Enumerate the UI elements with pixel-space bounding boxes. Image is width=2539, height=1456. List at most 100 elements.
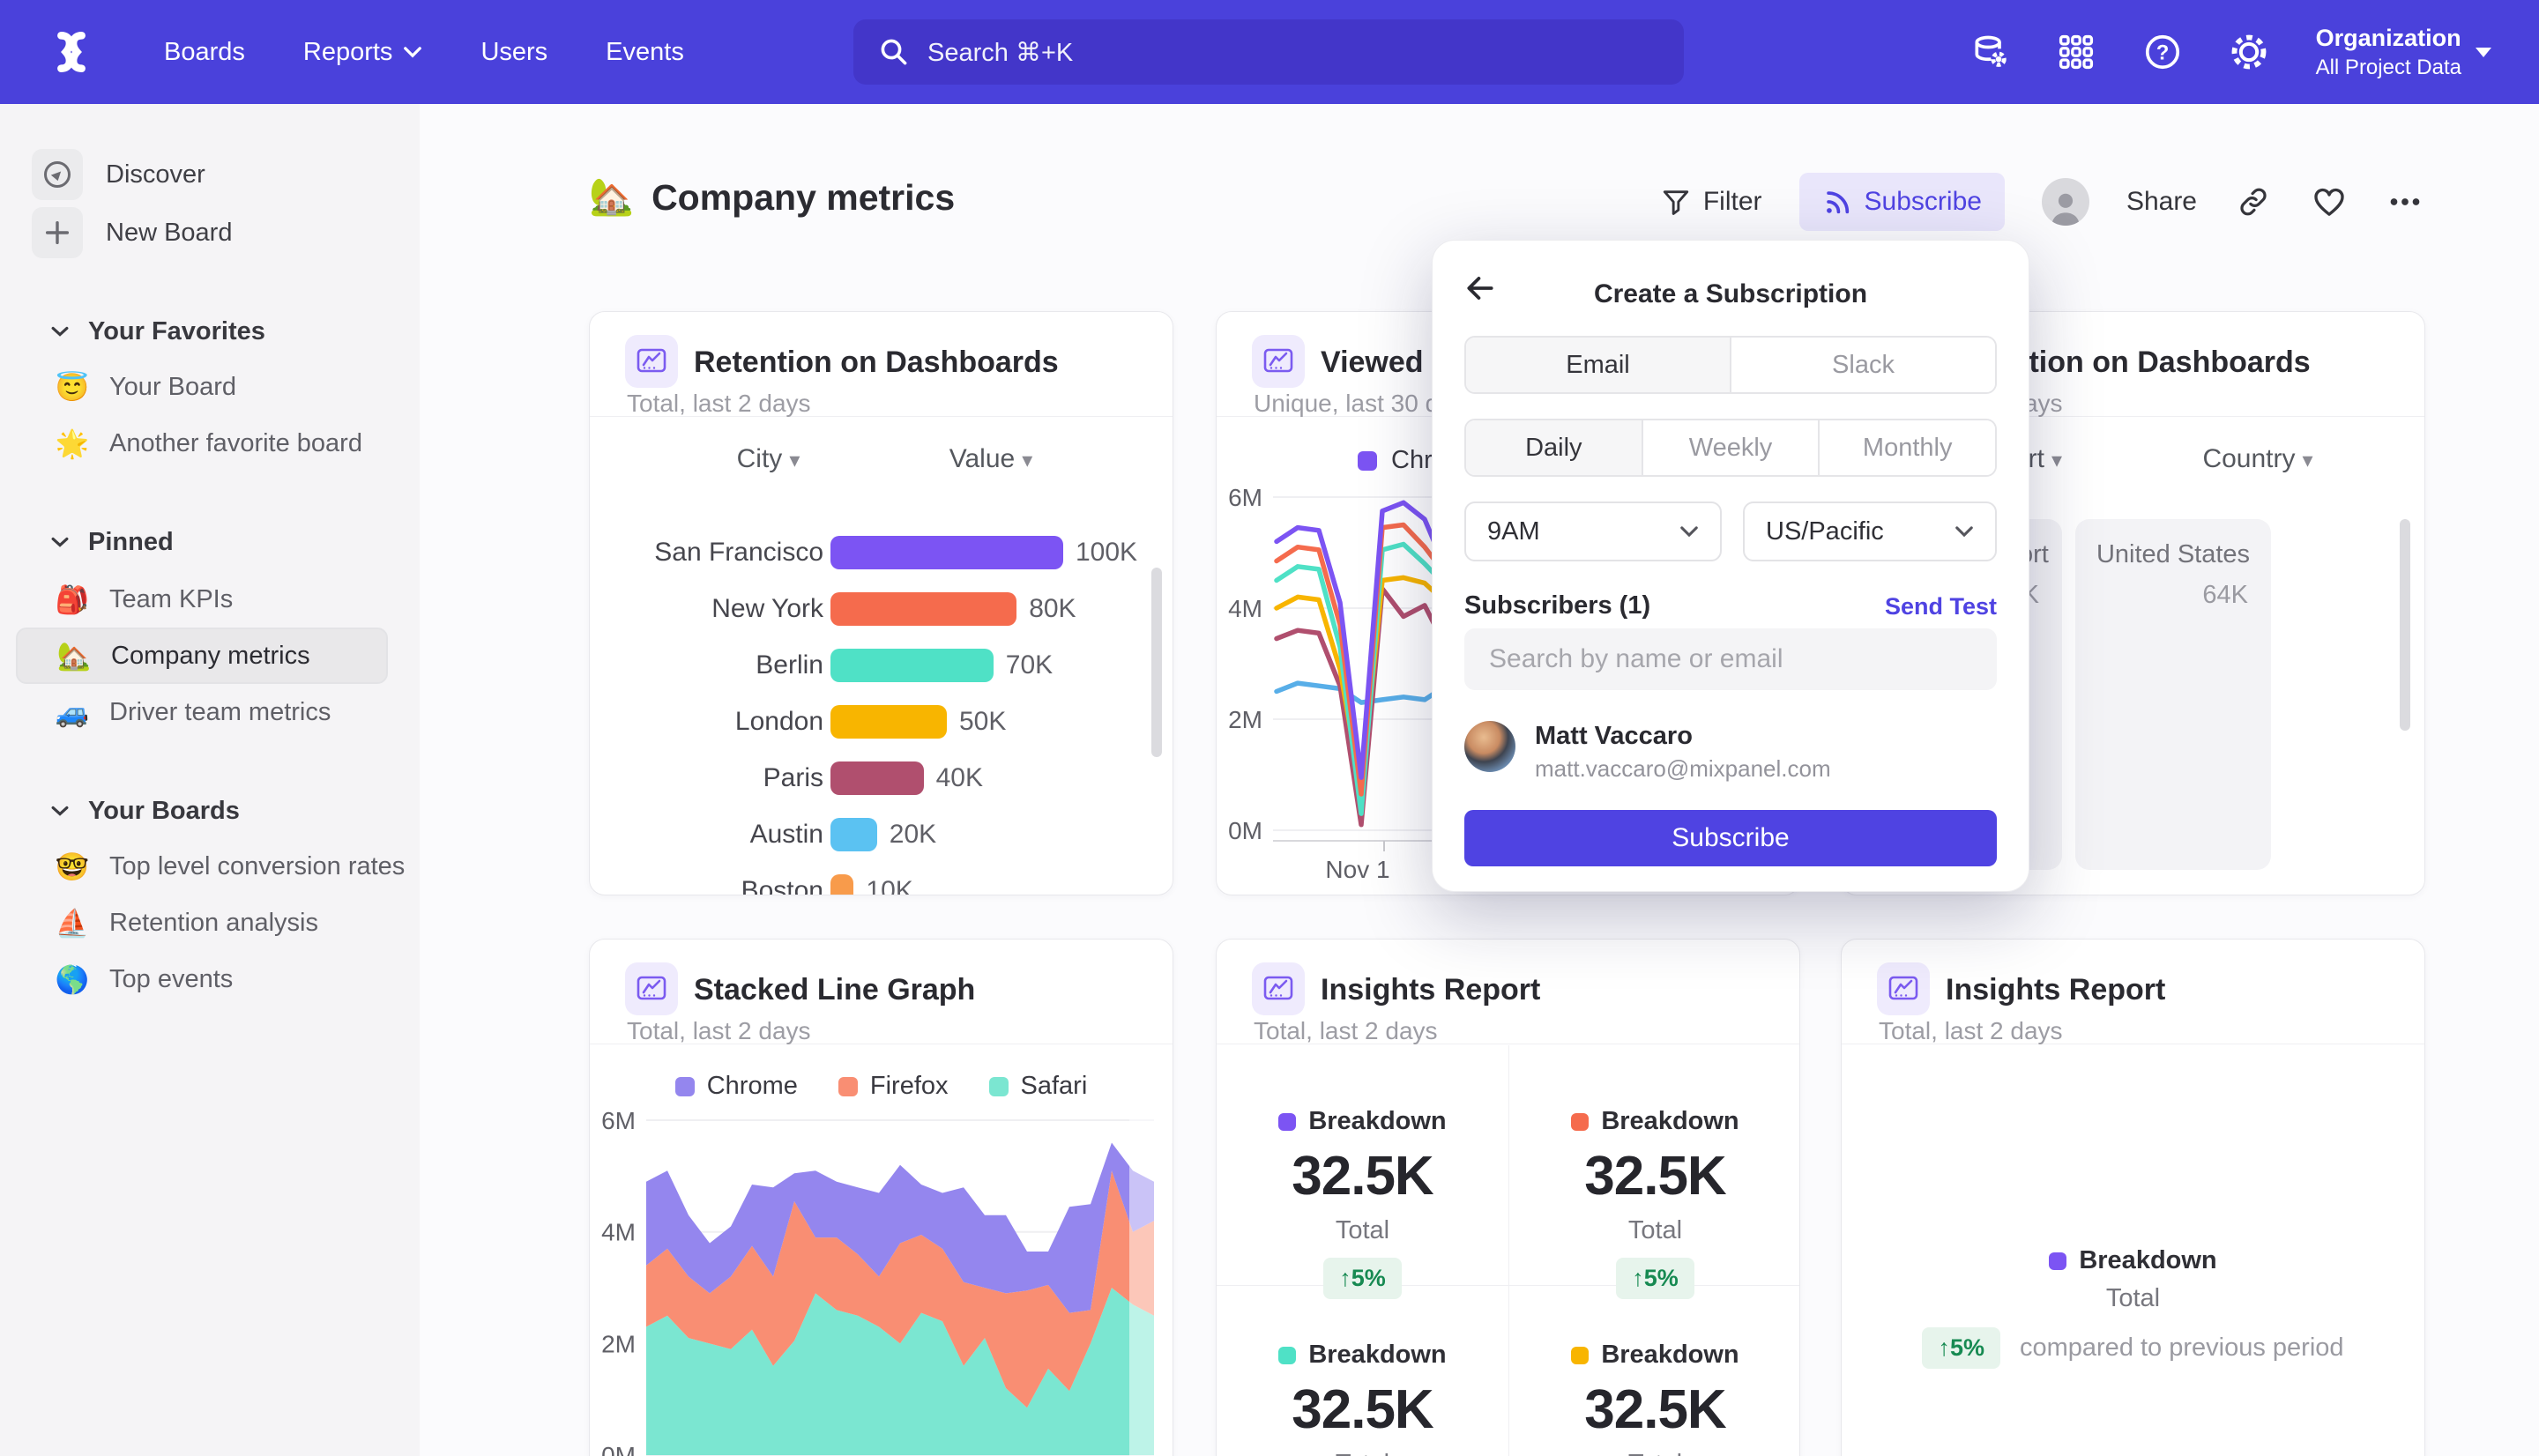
sidebar-item-discover[interactable]: Discover [0, 148, 420, 201]
sidebar-item-driver-team-metrics[interactable]: 🚙 Driver team metrics [0, 686, 420, 739]
metric-value: 32.5K [1584, 1146, 1726, 1207]
value-bar[interactable] [830, 818, 877, 851]
sidebar-item-your-board[interactable]: 😇 Your Board [0, 360, 420, 413]
filter-label: Filter [1702, 187, 1762, 216]
city-label: Austin [749, 820, 823, 849]
segment-panel-country[interactable]: United States 64K [2075, 519, 2271, 870]
retention-row[interactable]: San Francisco 100K [590, 524, 1173, 581]
metric-quadrant[interactable]: Breakdown 32.5K Total ↑5% [1509, 1107, 1799, 1299]
metric-value: 32.5K [1292, 1379, 1433, 1440]
sidebar-item-team-kpis[interactable]: 🎒 Team KPIs [0, 573, 420, 626]
value-bar[interactable] [830, 761, 924, 795]
metric-quadrant[interactable]: Breakdown 32.5K Total ↑5% [1217, 1341, 1508, 1456]
tab-email[interactable]: Email [1466, 338, 1731, 392]
sidebar-item-label: Retention analysis [109, 908, 318, 937]
sidebar-item-label: Company metrics [111, 641, 310, 670]
share-button[interactable]: Share [2126, 187, 2197, 216]
card-insights-report-quadrants: Insights Report Total, last 2 days Break… [1216, 939, 1800, 1456]
copy-link-button[interactable] [2234, 182, 2273, 221]
mixpanel-logo-icon[interactable] [44, 25, 99, 79]
org-switcher[interactable]: Organization All Project Data [2316, 25, 2491, 80]
retention-row[interactable]: London 50K [590, 694, 1173, 750]
sidebar-item-retention-analysis[interactable]: ⛵ Retention analysis [0, 896, 420, 949]
retention-row[interactable]: Berlin 70K [590, 637, 1173, 694]
sidebar-item-new-board[interactable]: New Board [0, 206, 420, 259]
tab-weekly[interactable]: Weekly [1642, 420, 1820, 475]
sidebar-item-top-level-conversion-rates[interactable]: 🤓 Top level conversion rates [0, 840, 420, 893]
value-label: 10K [866, 876, 913, 895]
card-title[interactable]: Stacked Line Graph [694, 973, 976, 1007]
sidebar-item-top-events[interactable]: 🌎 Top events [0, 953, 420, 1006]
report-chart-icon [1252, 962, 1305, 1015]
arrow-left-icon [1467, 277, 1493, 300]
person-icon [2051, 193, 2080, 226]
retention-row[interactable]: Boston 10K [590, 863, 1173, 895]
legend-item[interactable]: Chrome [674, 1072, 798, 1101]
more-options-button[interactable] [2386, 182, 2424, 221]
sidebar-item-label: Driver team metrics [109, 697, 331, 726]
scrollbar[interactable] [1151, 568, 1162, 757]
value-bar[interactable] [830, 536, 1063, 569]
tab-slack[interactable]: Slack [1731, 338, 1995, 392]
nav-item-events[interactable]: Events [606, 38, 684, 67]
tab-monthly[interactable]: Monthly [1820, 420, 1995, 475]
avatar[interactable] [2041, 178, 2089, 226]
settings-gear-icon[interactable] [2230, 33, 2268, 71]
value-bar[interactable] [830, 705, 947, 739]
nav-label: Reports [302, 37, 393, 66]
sidebar-item-company-metrics[interactable]: 🏡 Company metrics [16, 628, 388, 684]
city-label: New York [711, 594, 823, 623]
tab-daily[interactable]: Daily [1466, 420, 1643, 475]
modal-title: Create a Subscription [1593, 279, 1868, 308]
legend-item[interactable]: Safari [988, 1072, 1087, 1101]
retention-row[interactable]: Paris 40K [590, 750, 1173, 806]
column-value[interactable]: Value ▾ [949, 444, 1033, 473]
sidebar-item-another-favorite-board[interactable]: 🌟 Another favorite board [0, 417, 420, 470]
nav-item-users[interactable]: Users [480, 38, 547, 67]
subscribe-button[interactable]: Subscribe [1798, 173, 2005, 231]
legend-item[interactable]: Firefox [838, 1072, 949, 1101]
card-title[interactable]: Retention on Dashboards [694, 345, 1059, 379]
data-pipelines-icon[interactable] [1970, 33, 2009, 71]
subscriber-search-input[interactable]: Search by name or email [1464, 628, 1997, 690]
metric-quadrant[interactable]: Breakdown 32.5K Total ↑5% [1509, 1341, 1799, 1456]
scrollbar[interactable] [2400, 519, 2410, 731]
help-icon[interactable]: ? [2143, 33, 2182, 71]
send-test-link[interactable]: Send Test [1884, 593, 1997, 620]
nav-item-reports[interactable]: Reports [303, 38, 423, 67]
column-country[interactable]: Country ▾ [2202, 444, 2313, 473]
value-bar[interactable] [830, 874, 854, 895]
svg-text:6M: 6M [601, 1107, 636, 1134]
apps-grid-icon[interactable] [2057, 33, 2096, 71]
legend-swatch [674, 1076, 695, 1096]
sidebar-section-pinned[interactable]: Pinned [0, 521, 420, 563]
timezone-select[interactable]: US/Pacific [1743, 501, 1997, 561]
sidebar-section-your-favorites[interactable]: Your Favorites [0, 310, 420, 353]
legend-swatch [1571, 1346, 1590, 1364]
metric-quadrant[interactable]: Breakdown 32.5K Total ↑5% [1217, 1107, 1508, 1299]
retention-row[interactable]: New York 80K [590, 581, 1173, 637]
card-title[interactable]: Insights Report [1946, 973, 2166, 1007]
metric-value: 32.5K [1292, 1146, 1433, 1207]
value-bar[interactable] [830, 592, 1017, 626]
sidebar-section-your-boards[interactable]: Your Boards [0, 790, 420, 832]
search-input[interactable]: Search ⌘+K [853, 19, 1684, 85]
sidebar-item-label: Your Board [109, 372, 237, 401]
change-badge: ↑5% [1922, 1327, 2000, 1369]
value-label: 40K [935, 763, 983, 792]
value-bar[interactable] [830, 649, 994, 682]
nav-item-boards[interactable]: Boards [164, 38, 245, 67]
column-city[interactable]: City ▾ [736, 444, 800, 473]
retention-row[interactable]: Austin 20K [590, 806, 1173, 863]
svg-text:6M: 6M [1228, 484, 1262, 511]
filter-button[interactable]: Filter [1661, 187, 1762, 217]
nav-label: Users [480, 37, 548, 66]
stacked-legend: Chrome Firefox Safari [590, 1072, 1173, 1101]
subscribe-submit-button[interactable]: Subscribe [1464, 810, 1997, 866]
time-select[interactable]: 9AM [1464, 501, 1722, 561]
svg-text:2M: 2M [601, 1330, 636, 1357]
card-title[interactable]: Insights Report [1321, 973, 1541, 1007]
back-button[interactable] [1463, 271, 1498, 306]
favorite-button[interactable] [2310, 182, 2349, 221]
metric-block[interactable]: Breakdown Total ↑5% compared to previous… [1842, 1246, 2424, 1369]
